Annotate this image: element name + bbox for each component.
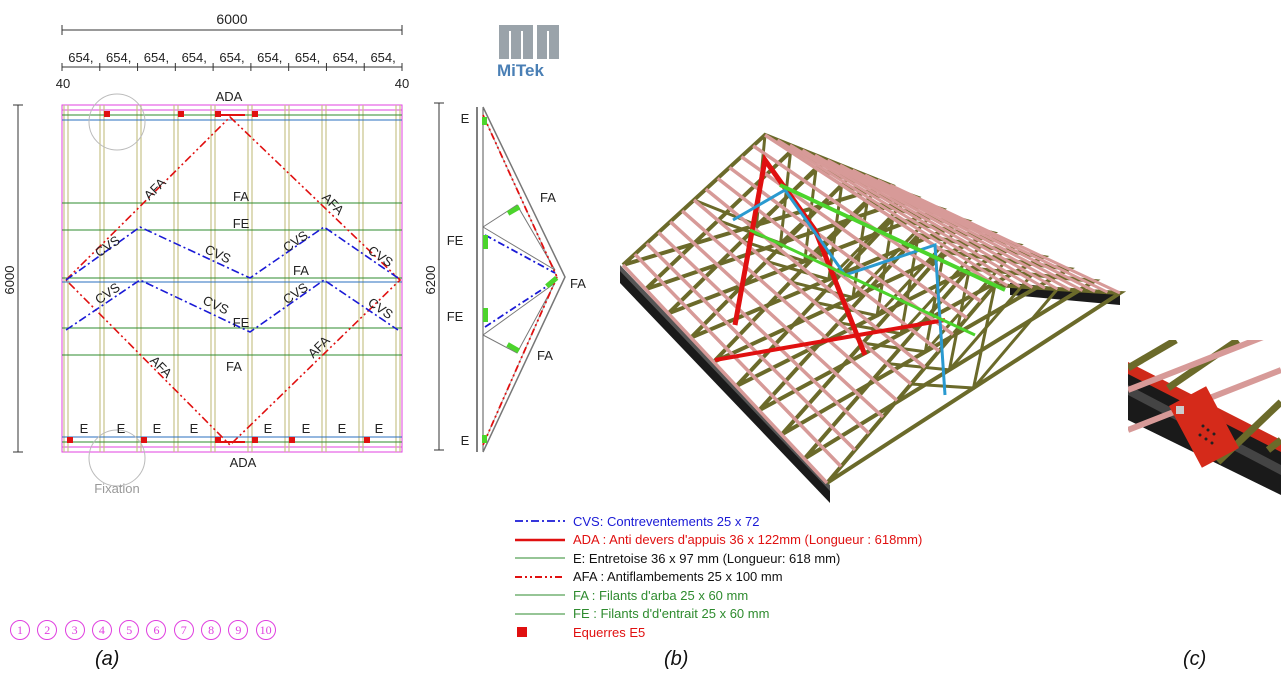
roof-3d-render — [620, 132, 1127, 503]
mitek-logo-text: MiTek — [497, 61, 544, 80]
legend-label: AFA : Antiflambements 25 x 100 mm — [573, 569, 783, 585]
fixation-circle-bottom — [88, 429, 146, 487]
rafter-number-circle: 8 — [201, 620, 222, 640]
spacing-label: 654, — [333, 50, 358, 65]
spacing-label: 654, — [295, 50, 320, 65]
legend-item: AFA : Antiflambements 25 x 100 mm — [515, 568, 1075, 587]
caption-a: (a) — [95, 648, 120, 670]
cvs-zigzag-lower — [65, 279, 399, 333]
e-label: E — [375, 421, 384, 436]
detail-render — [1128, 340, 1281, 495]
caption-c: (c) — [1183, 648, 1207, 670]
legend-item: FA : Filants d'arba 25 x 60 mm — [515, 586, 1075, 605]
fixation-circle-top — [88, 93, 146, 151]
overall-height-label: 6000 — [2, 266, 17, 295]
legend-swatch — [515, 520, 565, 523]
side-fa-upper: FA — [540, 190, 556, 205]
legend-item: E: Entretoise 36 x 97 mm (Longueur: 618 … — [515, 549, 1075, 568]
e-label: E — [117, 421, 126, 436]
fe-label-1: FE — [233, 216, 250, 231]
spacing-label: 654, — [182, 50, 207, 65]
e-label: E — [190, 421, 199, 436]
ada-label-top: ADA — [216, 89, 243, 104]
afa-label-tr: AFA — [319, 190, 347, 218]
spacing-label: 654, — [68, 50, 93, 65]
ada-label-bottom: ADA — [230, 455, 257, 470]
legend-item: Equerres E5 — [515, 623, 1075, 642]
e-label: E — [338, 421, 347, 436]
caption-b: (b) — [664, 648, 689, 670]
cvs-zigzag-upper — [65, 226, 399, 281]
rafter-number-circle: 1 — [10, 620, 30, 640]
legend-item: CVS: Contreventements 25 x 72 — [515, 512, 1075, 531]
spacing-label: 654, — [257, 50, 282, 65]
legend-item: FE : Filants d'd'entrait 25 x 60 mm — [515, 605, 1075, 624]
legend-label: CVS: Contreventements 25 x 72 — [573, 513, 760, 529]
e-label: E — [302, 421, 311, 436]
rafter-number-circles: 1 2 3 4 5 6 7 8 9 10 — [10, 620, 283, 640]
side-fe-lower: FE — [447, 309, 464, 324]
spacing-label: 654, — [219, 50, 244, 65]
spacing-labels: 654, 654, 654, 654, 654, 654, 654, 654, 654, — [61, 50, 403, 71]
legend-swatch — [515, 538, 565, 541]
cvs-label-6: CVS — [201, 292, 232, 317]
equerre-squares-bottom — [67, 437, 370, 443]
legend-swatch — [515, 575, 565, 578]
side-e-bottom: E — [461, 433, 470, 448]
mitek-logo — [499, 25, 559, 59]
spacing-label: 654, — [144, 50, 169, 65]
edge-offset-left: 40 — [56, 76, 70, 91]
legend-item: ADA : Anti devers d'appuis 36 x 122mm (L… — [515, 531, 1075, 550]
afa-label-bl: AFA — [147, 353, 175, 381]
legend-label: FE : Filants d'd'entrait 25 x 60 mm — [573, 606, 770, 622]
spacing-label: 654, — [106, 50, 131, 65]
equerre-squares-top — [104, 111, 258, 117]
legend-swatch — [515, 613, 565, 615]
rafter-number-circle: 10 — [255, 620, 276, 640]
truss-height-label: 6200 — [425, 266, 438, 295]
rafter-number-circle: 5 — [119, 620, 140, 640]
e-label: E — [264, 421, 273, 436]
legend-swatch — [515, 557, 565, 559]
fe-label-2: FE — [233, 315, 250, 330]
spacing-label: 654, — [370, 50, 395, 65]
cvs-label-1: CVS — [92, 232, 123, 260]
legend-label: ADA : Anti devers d'appuis 36 x 122mm (L… — [573, 532, 923, 548]
legend-swatch — [515, 594, 565, 596]
truss-elevation-diagram: 6200 E FA FE FA FE FA E — [425, 102, 586, 453]
side-e-top: E — [461, 111, 470, 126]
fa-label-2: FA — [293, 263, 309, 278]
truss-top-chord — [482, 106, 566, 453]
legend-label: E: Entretoise 36 x 97 mm (Longueur: 618 … — [573, 550, 841, 566]
fa-label-1: FA — [233, 189, 249, 204]
fixation-label: Fixation — [94, 481, 140, 496]
plan-view-diagram: 6000 654, 654, 654, 654, 654, 654, 654, 654, 654… — [2, 11, 409, 496]
legend-label: FA : Filants d'arba 25 x 60 mm — [573, 587, 749, 603]
e-label: E — [80, 421, 89, 436]
legend-swatch — [517, 627, 527, 638]
cvs-label-5: CVS — [92, 279, 123, 307]
overall-width-label: 6000 — [216, 11, 247, 27]
afa-label-br: AFA — [305, 333, 333, 361]
rafter-number-circle: 4 — [91, 620, 112, 640]
rafter-number-circle: 2 — [37, 620, 58, 640]
legend-label: Equerres E5 — [573, 624, 646, 640]
rafter-number-circle: 3 — [64, 620, 85, 640]
afa-diamond — [65, 115, 402, 447]
rafter-number-circle: 6 — [146, 620, 167, 640]
afa-label-tl: AFA — [141, 175, 169, 203]
legend: CVS: Contreventements 25 x 72 ADA : Anti … — [515, 512, 1075, 642]
side-fe-upper: FE — [447, 233, 464, 248]
e-label: E — [153, 421, 162, 436]
side-fa-apex: FA — [570, 276, 586, 291]
rafter-number-circle: 9 — [228, 620, 249, 640]
fa-label-3: FA — [226, 359, 242, 374]
edge-offset-right: 40 — [395, 76, 409, 91]
side-fa-lower: FA — [537, 348, 553, 363]
rafter-number-circle: 7 — [173, 620, 194, 640]
